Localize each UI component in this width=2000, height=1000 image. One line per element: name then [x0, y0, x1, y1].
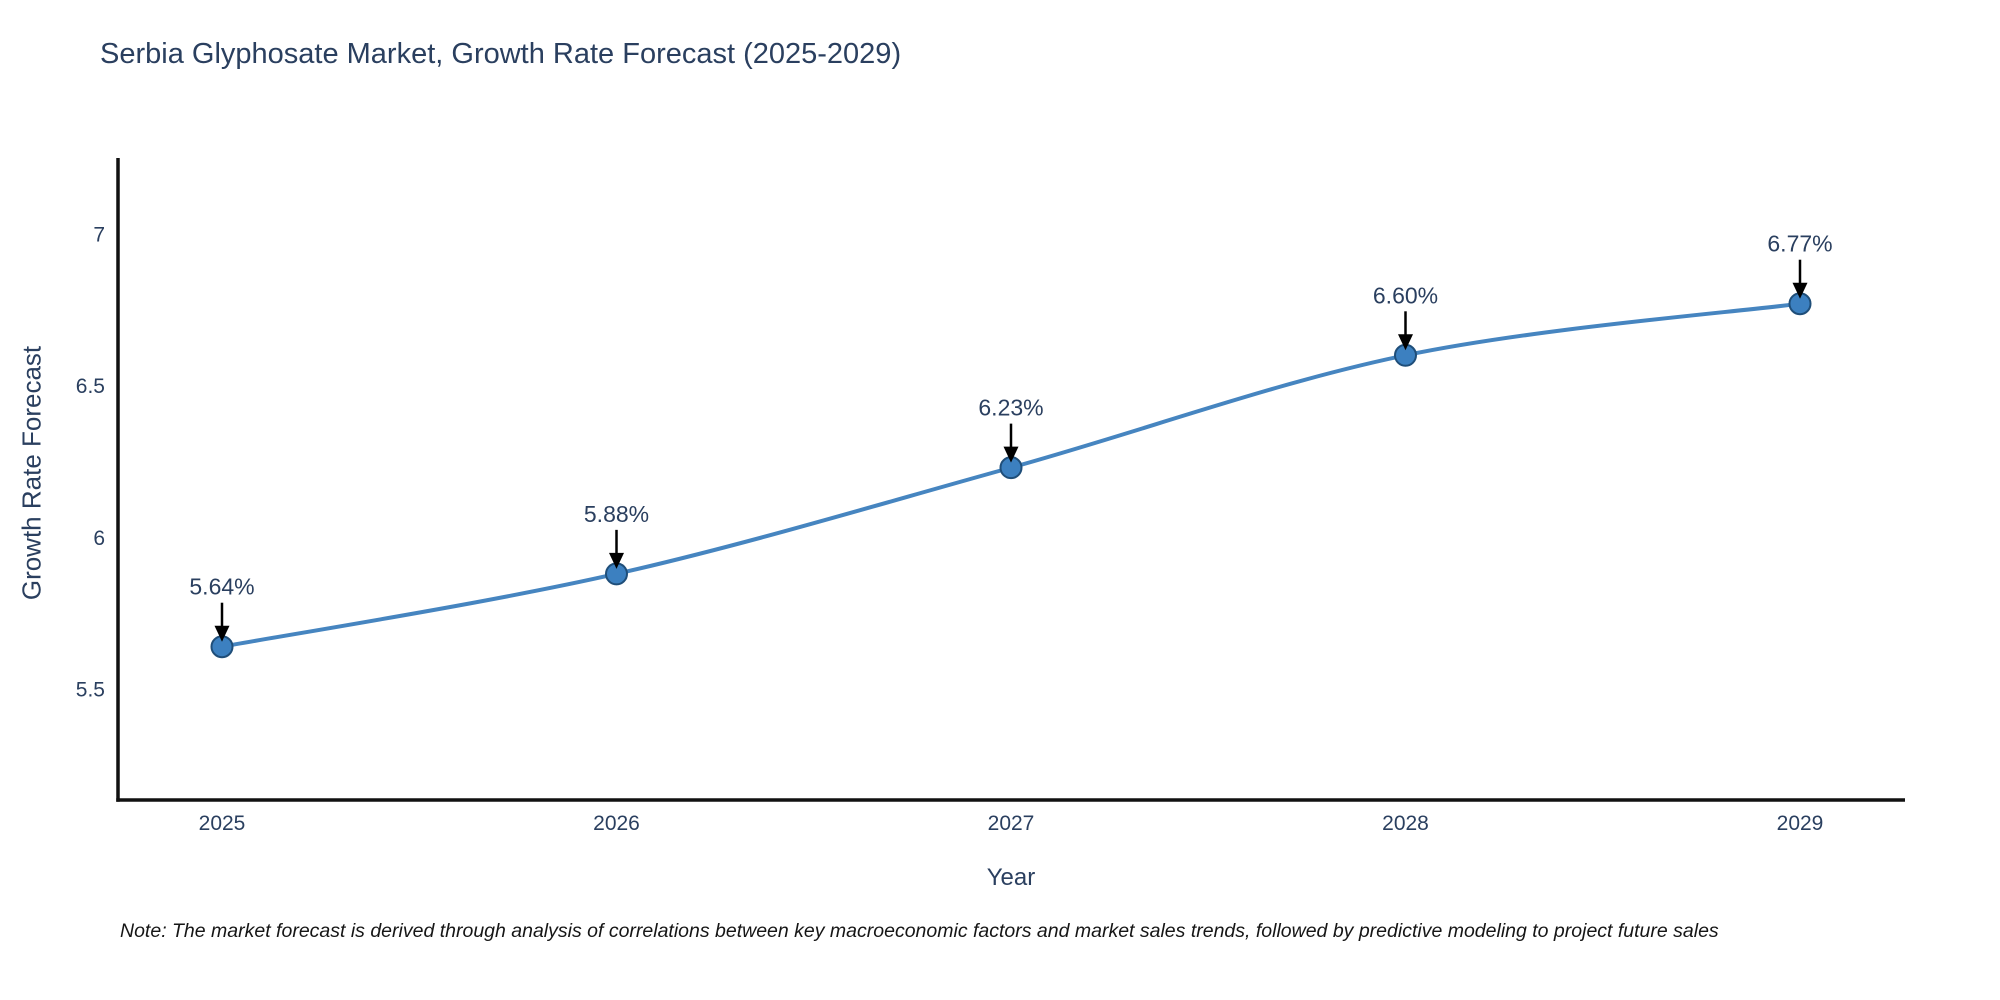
- annotation-arrowhead: [1398, 334, 1413, 351]
- x-tick-label: 2027: [988, 812, 1035, 835]
- y-tick-label: 6: [93, 527, 105, 550]
- forecast-note: Note: The market forecast is derived thr…: [120, 920, 1719, 942]
- x-tick-label: 2026: [593, 812, 640, 835]
- point-value-label: 5.64%: [189, 574, 254, 600]
- point-value-label: 5.88%: [584, 501, 649, 527]
- y-tick-label: 7: [93, 223, 105, 246]
- x-axis-title: Year: [986, 864, 1036, 891]
- annotation-arrowhead: [609, 552, 624, 569]
- annotation-arrowhead: [1003, 446, 1019, 463]
- chart-title: Serbia Glyphosate Market, Growth Rate Fo…: [100, 38, 902, 70]
- x-tick-label: 2028: [1382, 812, 1429, 835]
- point-value-label: 6.23%: [978, 395, 1043, 421]
- x-tick-label: 2029: [1777, 812, 1824, 835]
- point-value-label: 6.77%: [1767, 231, 1832, 257]
- y-tick-label: 6.5: [76, 375, 105, 398]
- annotation-arrowhead: [1792, 282, 1808, 299]
- x-tick-label: 2025: [199, 812, 246, 835]
- point-value-label: 6.60%: [1373, 282, 1438, 308]
- annotation-arrowhead: [214, 625, 230, 642]
- y-tick-label: 5.5: [76, 679, 105, 702]
